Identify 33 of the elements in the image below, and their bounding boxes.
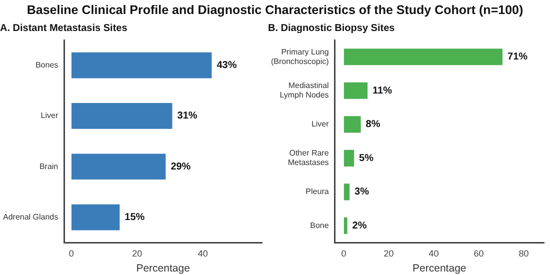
data-label: 71% (508, 52, 528, 63)
x-tick-label: 80 (518, 248, 529, 258)
x-axis-title: Percentage (136, 262, 190, 275)
x-tick-label: 40 (198, 248, 208, 258)
chart-title: A. Distant Metastasis Sites (0, 22, 128, 34)
text: Baseline Clinical Profile and Diagnostic Characteristics of the Study Cohort (n=100) (26, 2, 524, 19)
y-tick-label: Other Rare Metastases (288, 148, 330, 168)
data-label: 5% (359, 152, 374, 164)
data-label: 3% (354, 186, 370, 198)
chart-title: B. Diagnostic Biopsy Sites (268, 22, 396, 34)
y-tick-label: Mediastinal Lymph Nodes (280, 81, 330, 100)
y-tick-label: Primary Lung (Bronchoscopic) (270, 47, 330, 66)
x-tick-label: 60 (474, 248, 484, 258)
data-label: 11% (372, 85, 392, 96)
y-tick-label: Liver (40, 111, 58, 120)
data-label: 29% (170, 161, 191, 172)
data-label: 2% (352, 220, 367, 232)
data-label: 15% (124, 212, 145, 224)
x-tick-label: 20 (384, 248, 394, 258)
data-label: 8% (366, 119, 380, 130)
y-tick-label: Pleura (306, 187, 330, 196)
x-tick-label: 40 (428, 248, 439, 258)
y-tick-label: Bone (310, 220, 330, 230)
x-tick-label: 0 (68, 248, 74, 258)
x-tick-label: 0 (341, 248, 346, 258)
x-tick-label: 20 (132, 248, 142, 258)
y-tick-label: Bones (35, 60, 58, 70)
y-tick-label: Brain (39, 162, 58, 171)
y-tick-label: Liver (311, 120, 330, 129)
data-label: 31% (177, 110, 198, 122)
x-axis-title: Percentage (412, 262, 466, 275)
data-label: 43% (216, 60, 237, 72)
y-tick-label: Adrenal Glands (2, 212, 58, 222)
